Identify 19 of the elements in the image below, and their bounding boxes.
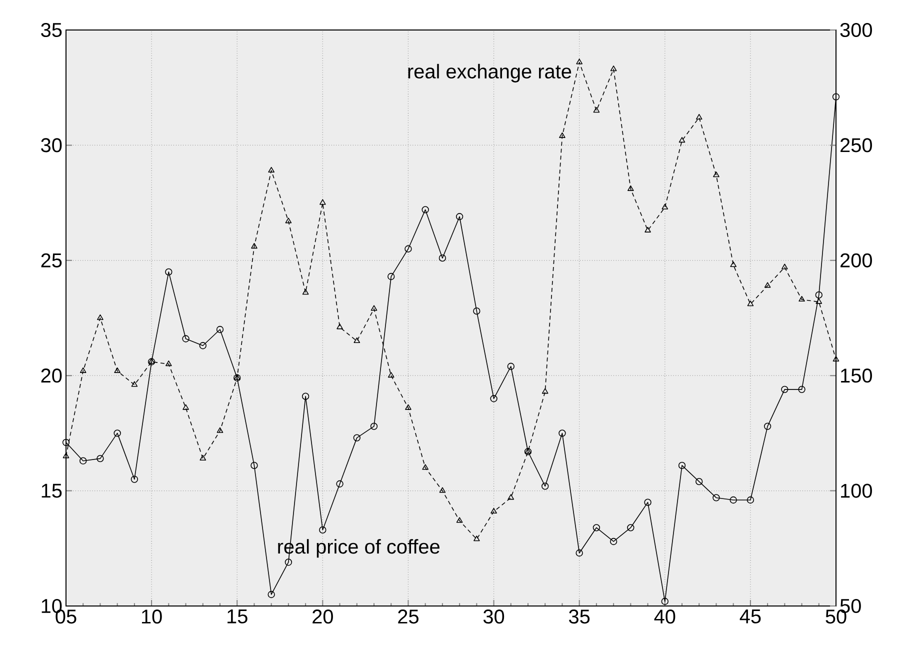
x-tick-label: 15 xyxy=(228,610,248,624)
y-tick-label: 30 xyxy=(41,138,62,152)
x-tick-label: 35 xyxy=(569,610,590,624)
x-tick-label: 10 xyxy=(142,610,162,624)
x-tick-label: 25 xyxy=(398,610,418,624)
y2-tick-label: 300 xyxy=(840,22,872,38)
y-tick-label: 25 xyxy=(41,253,62,268)
x-tick-label: 20 xyxy=(312,610,333,624)
y-tick-label: 20 xyxy=(41,368,62,383)
y-tick-label: 35 xyxy=(41,22,62,38)
y2-tick-label: 200 xyxy=(840,253,872,268)
y-tick-label: 15 xyxy=(42,484,62,498)
y2-tick-label: 250 xyxy=(840,138,872,152)
x-tick-label: 40 xyxy=(654,610,676,624)
series-label: real exchange rate xyxy=(408,64,572,82)
y2-tick-label: 150 xyxy=(841,368,872,383)
y2-tick-label: 100 xyxy=(841,484,872,498)
x-tick-label: 45 xyxy=(740,610,761,624)
x-tick-label: 30 xyxy=(483,610,504,624)
